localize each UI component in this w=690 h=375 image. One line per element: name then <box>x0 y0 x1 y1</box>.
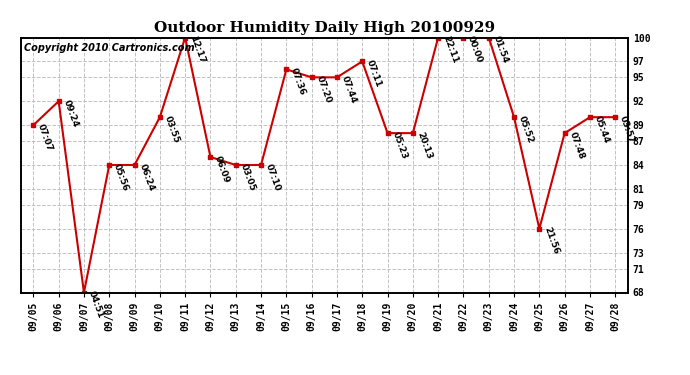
Text: 21:56: 21:56 <box>542 226 560 256</box>
Text: 07:10: 07:10 <box>264 162 282 192</box>
Text: 05:56: 05:56 <box>112 162 130 192</box>
Text: 07:36: 07:36 <box>289 67 307 97</box>
Text: 09:24: 09:24 <box>61 99 80 129</box>
Text: Copyright 2010 Cartronics.com: Copyright 2010 Cartronics.com <box>23 43 195 52</box>
Text: 07:20: 07:20 <box>315 75 333 104</box>
Text: 07:07: 07:07 <box>36 122 55 152</box>
Text: 05:52: 05:52 <box>517 114 535 144</box>
Title: Outdoor Humidity Daily High 20100929: Outdoor Humidity Daily High 20100929 <box>154 21 495 35</box>
Text: 01:54: 01:54 <box>491 35 510 65</box>
Text: 07:11: 07:11 <box>365 58 383 88</box>
Text: 06:09: 06:09 <box>213 154 231 184</box>
Text: 12:17: 12:17 <box>188 35 206 65</box>
Text: 20:13: 20:13 <box>415 130 434 160</box>
Text: 04:51: 04:51 <box>87 290 105 320</box>
Text: 05:23: 05:23 <box>391 130 408 160</box>
Text: 03:57: 03:57 <box>618 114 636 144</box>
Text: 06:24: 06:24 <box>137 162 155 192</box>
Text: 07:44: 07:44 <box>339 75 358 105</box>
Text: 05:44: 05:44 <box>593 114 611 144</box>
Text: 07:48: 07:48 <box>567 130 586 160</box>
Text: 03:05: 03:05 <box>239 162 257 192</box>
Text: 00:00: 00:00 <box>466 35 484 64</box>
Text: 03:55: 03:55 <box>163 114 181 144</box>
Text: 22:11: 22:11 <box>441 35 459 65</box>
